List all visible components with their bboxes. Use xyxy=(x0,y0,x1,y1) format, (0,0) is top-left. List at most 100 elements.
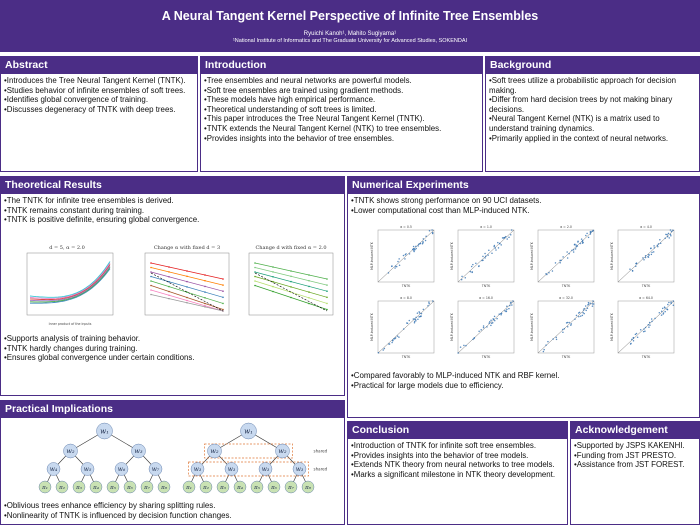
scatter-point xyxy=(469,270,472,273)
scatter-point xyxy=(644,256,647,259)
acknowledgement-section: Acknowledgement Supported by JSPS KAKENH… xyxy=(570,421,700,525)
kernel-curve xyxy=(29,264,111,301)
scatter-point xyxy=(577,312,580,314)
scatter-point xyxy=(642,330,645,333)
scatter-point xyxy=(579,242,582,245)
series-marker xyxy=(168,276,170,278)
series-marker xyxy=(326,296,328,299)
scatter-point xyxy=(660,314,663,316)
scatter-point xyxy=(571,249,573,252)
scatter-point xyxy=(488,322,490,324)
series-marker xyxy=(186,270,188,272)
scatter-point xyxy=(504,309,506,312)
scatter-point xyxy=(568,252,570,255)
split-node xyxy=(207,443,222,459)
plot2-title: Change α with fixed d = 3 xyxy=(154,245,220,251)
scatter-point xyxy=(387,272,390,274)
scatter-point xyxy=(398,264,401,267)
scatter-point xyxy=(592,300,594,302)
scatter-point xyxy=(575,314,578,317)
scatter-point xyxy=(652,251,655,253)
scatter-point xyxy=(505,310,508,312)
scatter-point xyxy=(666,234,668,236)
scatter-point xyxy=(497,247,500,249)
scatter-point xyxy=(490,319,492,321)
series-marker xyxy=(150,280,152,282)
scatter-point xyxy=(653,245,655,247)
bullet-item: Discusses degeneracy of TNTK with deep t… xyxy=(4,105,193,115)
split-node xyxy=(275,443,290,459)
series-marker xyxy=(168,280,170,283)
bullet-item: Introduces the Tree Neural Tangent Kerne… xyxy=(4,76,193,86)
scatter-point xyxy=(482,326,485,329)
scatter-point xyxy=(570,323,573,325)
scatter-point xyxy=(634,333,637,336)
scatter-point xyxy=(664,237,666,239)
scatter-point xyxy=(560,259,562,262)
bullet-item: Lower computational cost than MLP-induce… xyxy=(351,206,695,216)
scatter-point xyxy=(664,310,666,313)
bullet-item: Tree ensembles and neural networks are p… xyxy=(204,76,478,86)
shared-box xyxy=(204,443,293,459)
scatter-panel: α = 2.0 TNTK MLP-induced NTK xyxy=(530,225,595,288)
scatter-point xyxy=(650,318,653,320)
series-marker xyxy=(168,266,170,268)
series-marker xyxy=(326,284,328,286)
bullet-item: Provides insights into the behavior of t… xyxy=(204,134,478,144)
series-marker xyxy=(204,297,206,299)
series-marker xyxy=(272,285,274,288)
scatter-point xyxy=(427,304,429,307)
scatter-point xyxy=(492,318,494,320)
scatter-point xyxy=(659,242,662,244)
scatter-point xyxy=(490,322,493,325)
series-marker xyxy=(272,271,274,273)
series-marker xyxy=(272,290,274,293)
scatter-point xyxy=(382,349,384,351)
bullet-item: Oblivious trees enhance efficiency by sh… xyxy=(4,501,232,511)
scatter-point xyxy=(658,312,661,314)
scatter-point xyxy=(472,263,474,266)
bullet-item: This paper introduces the Tree Neural Ta… xyxy=(204,114,478,124)
bullet-item: Extends NTK theory from neural networks … xyxy=(351,460,563,470)
bullet-list-bottom: Compared favorably to MLP-induced NTK an… xyxy=(348,369,563,390)
scatter-point xyxy=(478,330,480,332)
scatter-point xyxy=(545,344,547,346)
series-marker xyxy=(308,285,310,288)
bullet-item: Theoretical understanding of soft trees … xyxy=(204,105,478,115)
leaf-node-label: π₈ xyxy=(160,485,168,491)
scatter-point xyxy=(629,343,632,345)
scatter-point xyxy=(592,303,595,305)
split-node-label: w₂ xyxy=(278,447,287,455)
shared-label: shared xyxy=(314,467,328,472)
section-heading: Background xyxy=(486,57,699,74)
bullet-item: TNTK hardly changes during training. xyxy=(4,344,195,354)
scatter-point xyxy=(486,326,488,328)
scatter-ylabel: MLP-induced NTK xyxy=(530,312,534,341)
scatter-point xyxy=(632,339,635,342)
scatter-point xyxy=(472,338,474,341)
scatter-point xyxy=(402,254,405,257)
series-marker xyxy=(204,274,206,276)
bullet-item: Soft trees utilize a probabilistic appro… xyxy=(489,76,695,95)
scatter-point xyxy=(644,330,646,332)
bullet-item: Funding from JST PRESTO. xyxy=(574,451,695,461)
scatter-grid: α = 0.5 TNTK MLP-induced NTK α = 1.0 TNTK MLP… xyxy=(370,225,675,359)
scatter-point xyxy=(656,244,659,246)
scatter-panel: α = 8.0 TNTK MLP-induced NTK xyxy=(370,296,435,359)
scatter-point xyxy=(585,234,587,237)
scatter-point xyxy=(568,321,570,324)
plot2-lines xyxy=(150,262,224,312)
scatter-point xyxy=(643,328,645,330)
section-heading: Acknowledgement xyxy=(571,422,699,439)
scatter-point xyxy=(394,267,396,269)
scatter-point xyxy=(589,231,592,234)
leaf-node xyxy=(250,480,264,494)
series-marker xyxy=(254,266,256,269)
split-node xyxy=(292,462,307,476)
scatter-point xyxy=(484,252,486,255)
scatter-point xyxy=(575,244,577,246)
scatter-point xyxy=(647,254,650,256)
leaf-node-label: π₁ xyxy=(185,485,192,491)
poster-affiliation: ¹National Institute of Informatics and T… xyxy=(232,38,468,44)
scatter-point xyxy=(574,243,576,245)
